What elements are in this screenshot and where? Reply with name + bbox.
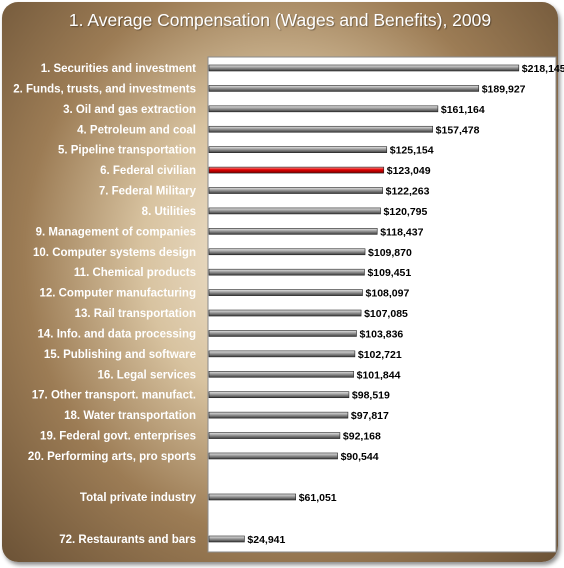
bar <box>208 535 245 543</box>
category-label: 18. Water transportation <box>64 410 196 422</box>
bar <box>208 289 363 296</box>
category-label: 17. Other transport. manufact. <box>32 390 196 402</box>
bar <box>208 187 383 194</box>
category-label: 4. Petroleum and coal <box>77 124 196 136</box>
category-label: 19. Federal govt. enterprises <box>40 431 196 443</box>
value-label: $103,836 <box>359 328 403 340</box>
bar <box>208 248 366 256</box>
category-label: Total private industry <box>80 492 197 504</box>
bar <box>208 370 354 378</box>
bar <box>208 125 433 133</box>
bars-layer: 1. Securities and investment $218,145 2. F… <box>13 63 564 546</box>
category-label: 12. Computer manufacturing <box>39 288 196 300</box>
value-label: $102,721 <box>358 349 402 361</box>
value-label: $24,941 <box>247 534 285 546</box>
category-label: 11. Chemical products <box>74 267 196 279</box>
bar <box>208 146 388 153</box>
category-label: 10. Computer systems design <box>33 247 196 259</box>
bar-highlighted <box>208 166 385 174</box>
bar <box>208 309 362 317</box>
bar <box>208 350 356 358</box>
category-label: 13. Rail transportation <box>75 308 196 320</box>
category-label: 7. Federal Military <box>99 186 197 198</box>
value-label: $109,451 <box>367 267 411 279</box>
category-label: 72. Restaurants and bars <box>59 534 196 546</box>
chart-title: 1. Average Compensation (Wages and Benef… <box>68 10 492 30</box>
bar <box>208 391 350 399</box>
bar <box>208 64 520 72</box>
value-label: $125,154 <box>390 145 434 157</box>
category-label: 2. Funds, trusts, and investments <box>13 83 196 95</box>
value-label: $90,544 <box>341 451 379 463</box>
value-label: $98,519 <box>352 390 390 402</box>
value-label: $122,263 <box>386 186 430 198</box>
bar <box>208 330 357 337</box>
category-label: 20. Performing arts, pro sports <box>28 451 196 463</box>
value-label: $118,437 <box>380 226 423 238</box>
category-label: 8. Utilities <box>142 206 196 218</box>
plot-area <box>207 56 557 553</box>
category-label: 16. Legal services <box>98 369 196 381</box>
value-label: $97,817 <box>351 410 389 422</box>
value-label: $120,795 <box>384 206 428 218</box>
bar <box>208 452 338 460</box>
value-label: $107,085 <box>364 308 408 320</box>
bar <box>208 207 381 215</box>
value-label: $218,145 <box>522 63 564 75</box>
category-label: 15. Publishing and software <box>44 349 196 361</box>
value-label: $92,168 <box>343 431 381 443</box>
value-label: $101,844 <box>357 369 401 381</box>
bar <box>208 268 365 276</box>
category-label: 6. Federal civilian <box>100 165 196 177</box>
bar <box>208 228 378 235</box>
bar <box>208 411 349 419</box>
value-label: $161,164 <box>441 104 485 116</box>
category-label: 9. Management of companies <box>36 226 196 238</box>
value-label: $189,927 <box>482 83 526 95</box>
bar <box>208 105 439 113</box>
category-label: 5. Pipeline transportation <box>58 145 196 157</box>
value-label: $108,097 <box>366 288 410 300</box>
bar <box>208 85 480 92</box>
category-label: 14. Info. and data processing <box>38 328 196 340</box>
category-label: 3. Oil and gas extraction <box>63 104 196 116</box>
value-label: $61,051 <box>299 492 337 504</box>
category-label: 1. Securities and investment <box>41 63 196 75</box>
bar <box>208 432 341 439</box>
bar <box>208 493 297 501</box>
value-label: $157,478 <box>436 124 480 136</box>
value-label: $123,049 <box>387 165 431 177</box>
value-label: $109,870 <box>368 247 412 259</box>
